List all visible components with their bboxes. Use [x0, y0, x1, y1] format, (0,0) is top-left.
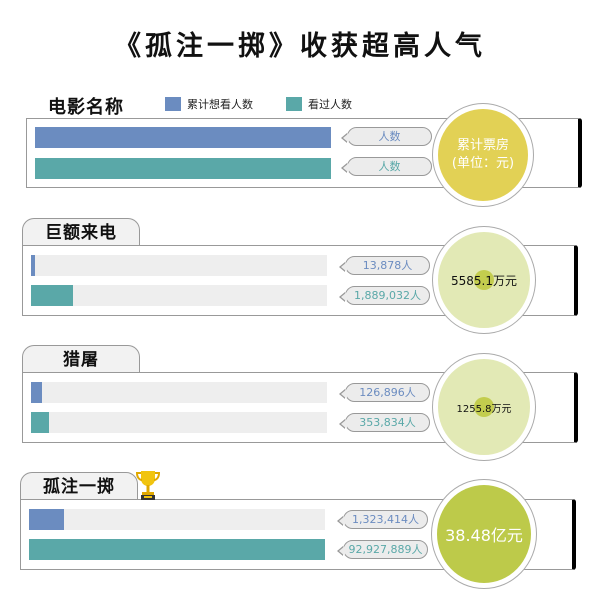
bar-track-seen	[29, 539, 325, 560]
bar-want	[31, 255, 35, 276]
bar-track-seen	[31, 412, 327, 433]
movie-tab: 孤注一掷	[20, 472, 138, 501]
value-bubble-seen: 1,889,032人	[339, 286, 430, 305]
movie-name-header: 电影名称	[48, 97, 124, 118]
header-unit-bubble: 人数	[341, 127, 432, 146]
bar-seen	[31, 285, 74, 306]
legend-item-seen: 看过人数	[286, 96, 352, 112]
movie-tab: 巨额来电	[22, 218, 140, 247]
box-office-value: 5585.1万元	[451, 273, 517, 288]
bar-track-want	[29, 509, 325, 530]
header-bar-want	[35, 127, 331, 148]
box-office-value: 1255.8万元	[456, 403, 512, 415]
header-box-office-circle: 累计票房 (单位：元)	[438, 109, 528, 201]
page-title: 《孤注一掷》收获超高人气	[114, 31, 486, 62]
bar-track-seen	[31, 285, 327, 306]
legend-label: 累计想看人数	[187, 98, 253, 111]
value-bubble-seen: 353,834人	[339, 413, 430, 432]
value-bubble-want: 126,896人	[339, 383, 430, 402]
bar-want	[31, 382, 42, 403]
legend-swatch	[286, 97, 302, 111]
box-office-circle: 1255.8万元	[438, 359, 530, 455]
header-unit-bubble: 人数	[341, 157, 432, 176]
circle-dot	[474, 397, 494, 417]
legend-swatch	[165, 97, 181, 111]
bar-track-want	[31, 382, 327, 403]
header-bar-seen	[35, 158, 331, 179]
circle-dot	[474, 270, 494, 290]
bar-seen	[29, 539, 325, 560]
bar-seen	[31, 412, 50, 433]
legend-label: 看过人数	[308, 98, 352, 111]
bar-want	[29, 509, 65, 530]
value-bubble-want: 1,323,414人	[337, 510, 428, 529]
value-bubble-seen: 92,927,889人	[337, 540, 428, 559]
legend-item-want: 累计想看人数	[165, 96, 253, 112]
box-office-circle: 38.48亿元	[437, 485, 531, 583]
movie-tab: 猎屠	[22, 345, 140, 374]
value-bubble-want: 13,878人	[339, 256, 430, 275]
box-office-circle: 5585.1万元	[438, 232, 530, 328]
bar-track-want	[31, 255, 327, 276]
box-office-value: 38.48亿元	[445, 526, 523, 545]
trophy-icon	[136, 471, 160, 500]
